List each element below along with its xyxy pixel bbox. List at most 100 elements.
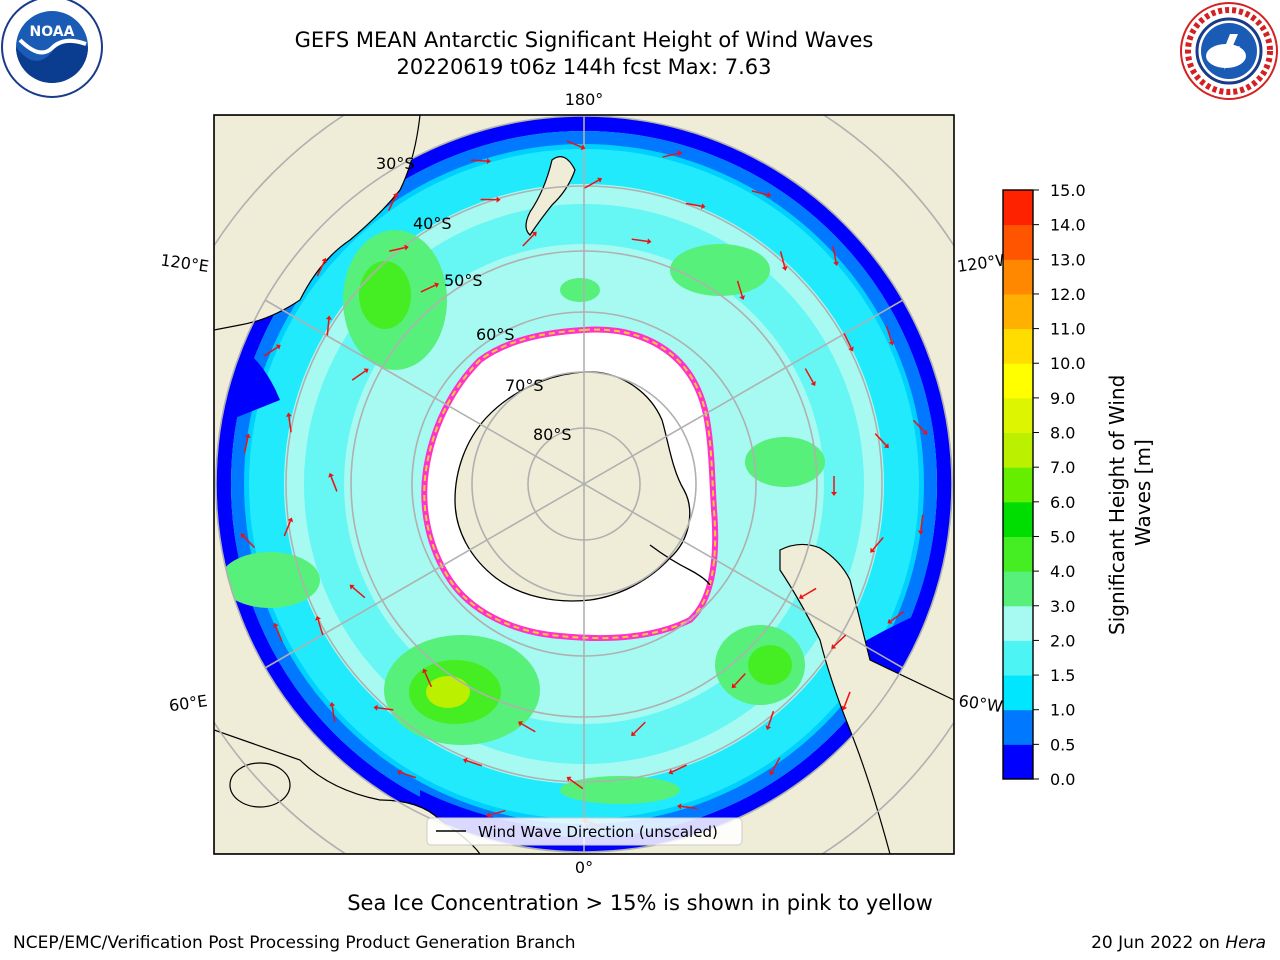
colorbar-tick-label: 15.0 xyxy=(1050,181,1086,200)
colorbar-tick-label: 6.0 xyxy=(1050,493,1075,512)
wind-wave-arrowhead xyxy=(273,622,279,628)
colorbar-segment xyxy=(1003,675,1033,711)
wind-wave-arrowhead xyxy=(363,368,369,374)
colorbar-segment xyxy=(1003,293,1033,330)
wind-wave-arrowhead xyxy=(462,757,468,764)
colorbar-tick-label: 2.0 xyxy=(1050,631,1075,650)
wind-wave-arrow xyxy=(771,757,781,773)
noaa-logo-text: NOAA xyxy=(30,24,75,40)
graticule xyxy=(214,115,954,854)
wind-wave-arrow xyxy=(263,346,278,357)
wind-wave-arrowhead xyxy=(404,244,409,251)
wind-wave-arrowhead xyxy=(373,704,378,711)
wind-wave-arrow xyxy=(662,152,679,158)
wind-wave-arrow xyxy=(377,706,394,711)
wind-wave-arrowhead xyxy=(287,517,294,523)
colorbar-tick-label: 11.0 xyxy=(1050,320,1086,339)
wind-wave-arrow xyxy=(387,195,397,211)
colorbar-segment xyxy=(1003,744,1033,780)
wind-wave-arrowhead xyxy=(486,158,491,165)
colorbar-segment xyxy=(1003,640,1033,676)
wave-region-pacific-n xyxy=(670,244,770,296)
wind-wave-arrowhead xyxy=(647,238,652,245)
wind-wave-arrow xyxy=(874,433,887,446)
colorbar-label-line2: Waves [m] xyxy=(1131,439,1155,546)
wind-wave-arrow xyxy=(317,619,324,636)
wind-wave-arrow xyxy=(424,671,433,688)
credit-text: NCEP/EMC/Verification Post Processing Pr… xyxy=(13,933,576,953)
colorbar-tick-label: 4.0 xyxy=(1050,562,1075,581)
lon-label-60w: 60°W xyxy=(957,691,1004,716)
colorbar-tick-label: 1.5 xyxy=(1050,666,1075,685)
wind-wave-arrowhead xyxy=(765,725,772,731)
wind-wave-arrowhead xyxy=(848,346,854,352)
wind-wave-arrow xyxy=(466,759,483,767)
wind-wave-arrowhead xyxy=(240,533,246,539)
colorbar-segment xyxy=(1003,363,1033,399)
wind-wave-arrow xyxy=(633,721,646,734)
lon-label-180: 180° xyxy=(565,90,604,109)
map-legend: Wind Wave Direction (unscaled) xyxy=(426,817,743,846)
map-frame xyxy=(213,114,955,855)
wind-wave-arrow xyxy=(804,368,814,383)
wind-wave-arrow xyxy=(736,280,743,297)
wind-wave-arrowhead xyxy=(244,433,251,438)
wind-wave-arrow xyxy=(886,326,893,342)
colorbar-segment xyxy=(1003,432,1033,468)
date-text: 20 Jun 2022 on xyxy=(1091,933,1226,953)
wind-wave-arrowhead xyxy=(517,721,523,727)
wind-wave-arrow xyxy=(389,246,406,252)
lon-label-120e: 120°E xyxy=(159,250,210,276)
wind-wave-arrow xyxy=(489,809,506,816)
wind-wave-arrow xyxy=(351,370,366,381)
colorbar-segment xyxy=(1003,224,1033,260)
wind-wave-arrowhead xyxy=(766,191,772,198)
wind-wave-arrowhead xyxy=(922,429,928,435)
wind-wave-arrow xyxy=(400,771,417,779)
wind-wave-arrowhead xyxy=(831,492,837,496)
wind-wave-arrowhead xyxy=(631,731,637,737)
wind-wave-arrow xyxy=(631,238,648,243)
colorbar-tick-label: 3.0 xyxy=(1050,597,1075,616)
wind-wave-arrow xyxy=(275,626,283,642)
wind-wave-arrow xyxy=(331,705,336,722)
colorbar-frame xyxy=(1002,189,1034,780)
lat-label-70s: 70°S xyxy=(505,376,544,395)
nws-logo xyxy=(1180,2,1278,100)
colorbar-tick-label: 7.0 xyxy=(1050,458,1075,477)
wind-wave-arrow xyxy=(283,520,292,537)
wind-wave-arrow xyxy=(912,419,926,433)
colorbar-label-line1: Significant Height of Wind xyxy=(1105,375,1129,635)
wind-wave-arrowhead xyxy=(810,381,816,386)
wave-region-pacific-e xyxy=(745,437,825,487)
wind-wave-arrow xyxy=(779,251,786,268)
colorbar-tick-label: 13.0 xyxy=(1050,250,1086,269)
wind-wave-arrowhead xyxy=(349,584,355,590)
colorbar-segment xyxy=(1003,467,1033,503)
colorbar-tick-label: 8.0 xyxy=(1050,424,1075,443)
wind-wave-arrow xyxy=(330,476,338,492)
wind-wave-arrow xyxy=(843,691,851,708)
wind-wave-arrowhead xyxy=(668,769,674,775)
lat-label-30s: 30°S xyxy=(376,154,415,173)
wind-wave-arrowhead xyxy=(531,231,537,237)
lat-label-40s: 40°S xyxy=(413,214,452,233)
colorbar-tick-label: 1.0 xyxy=(1050,701,1075,720)
wind-wave-arrowhead xyxy=(677,803,682,810)
wind-wave-arrow xyxy=(685,202,702,207)
wind-wave-arrow xyxy=(680,805,698,810)
colorbar-segment xyxy=(1003,536,1033,572)
wind-wave-arrowhead xyxy=(888,340,895,346)
lat-label-80s: 80°S xyxy=(533,425,572,444)
wind-wave-arrowhead xyxy=(917,530,924,535)
wind-wave-arrowhead xyxy=(397,769,402,776)
wind-wave-arrow xyxy=(352,586,366,599)
wind-wave-arrowhead xyxy=(566,776,572,782)
wind-wave-arrowhead xyxy=(285,412,292,417)
lat-label-50s: 50°S xyxy=(444,271,483,290)
wind-wave-arrow xyxy=(920,514,924,531)
colorbar-tick-label: 0.5 xyxy=(1050,735,1075,754)
wind-wave-arrowhead xyxy=(580,144,586,150)
wind-wave-arrow xyxy=(833,634,847,647)
